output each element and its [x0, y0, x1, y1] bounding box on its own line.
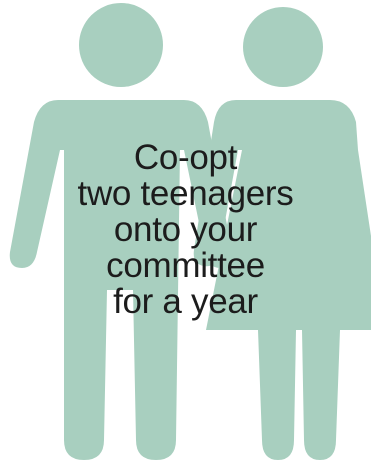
caption-line: two teenagers: [77, 174, 294, 213]
caption-line: for a year: [113, 282, 258, 321]
caption-line: committee: [106, 246, 265, 285]
male-figure-icon: [9, 3, 233, 460]
caption-text: Co-opt two teenagers onto your committee…: [20, 140, 351, 320]
caption-line: Co-opt: [133, 138, 238, 177]
female-figure-icon: [193, 7, 371, 460]
caption-line: onto your: [113, 210, 258, 249]
